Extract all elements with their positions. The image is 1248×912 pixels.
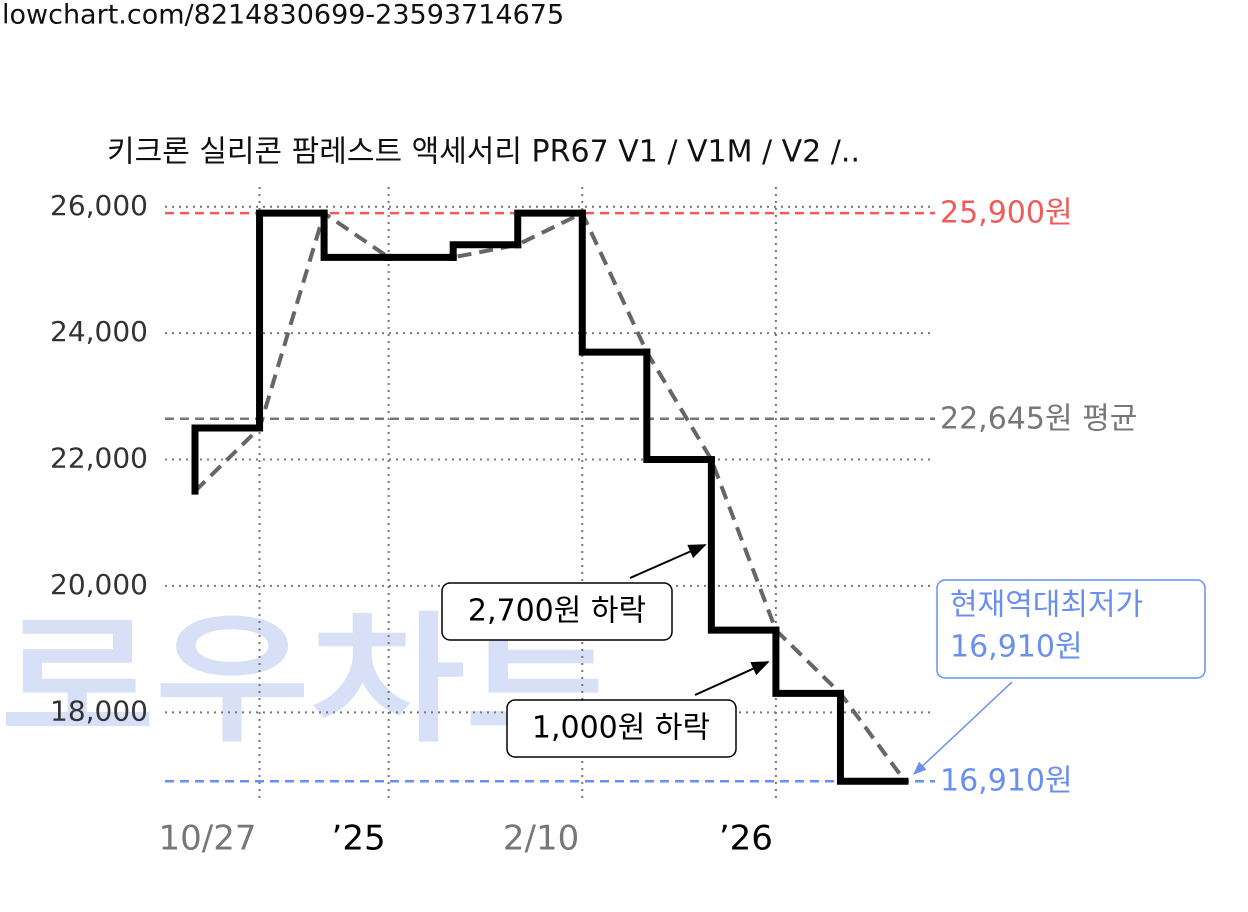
price-step bbox=[772, 626, 844, 697]
annotation: 2,700원 하락 bbox=[468, 594, 646, 629]
y-tick-label: 18,000 bbox=[50, 694, 148, 727]
price-step bbox=[320, 209, 393, 261]
annotation-box bbox=[506, 699, 737, 758]
x-tick-label: 10/27 bbox=[159, 819, 257, 859]
x-tick-label: ’25 bbox=[332, 819, 386, 859]
annotation: 1,000원 하락 bbox=[532, 711, 710, 746]
callout-box bbox=[936, 579, 1206, 679]
price-step bbox=[836, 689, 909, 785]
x-tick-label: ’26 bbox=[719, 819, 773, 859]
annotation-box bbox=[441, 582, 673, 641]
callout: 16,910원 bbox=[950, 630, 1083, 665]
price-step bbox=[643, 348, 715, 464]
y-tick-label: 24,000 bbox=[50, 315, 148, 348]
y-tick-label: 26,000 bbox=[50, 189, 148, 222]
reference-label: 25,900원 bbox=[940, 196, 1073, 231]
price-step bbox=[449, 241, 522, 261]
price-step bbox=[514, 209, 586, 249]
arrow bbox=[694, 661, 770, 696]
arrow bbox=[629, 544, 707, 579]
trend-line bbox=[193, 209, 907, 783]
callout: 현재역대최저가 bbox=[950, 588, 1143, 623]
x-tick-label: 2/10 bbox=[503, 819, 579, 859]
reference-label: 16,910원 bbox=[940, 764, 1073, 799]
y-tick-label: 22,000 bbox=[50, 442, 148, 475]
price-step bbox=[578, 209, 651, 356]
price-step bbox=[707, 456, 780, 634]
chart-title: 키크론 실리콘 팜레스트 액세서리 PR67 V1 / V1M / V2 /.. bbox=[107, 135, 860, 170]
arrow bbox=[913, 681, 1013, 775]
url: lowchart.com/8214830699-23593714675 bbox=[2, 0, 564, 31]
price-step bbox=[191, 424, 264, 495]
y-tick-label: 20,000 bbox=[50, 568, 148, 601]
plot: 18,000 20,000 22,000 24,000 26,000 10/27 ’25 2/… bbox=[50, 187, 1137, 859]
price-step bbox=[256, 209, 328, 432]
reference-label: 22,645원 평균 bbox=[940, 401, 1137, 436]
